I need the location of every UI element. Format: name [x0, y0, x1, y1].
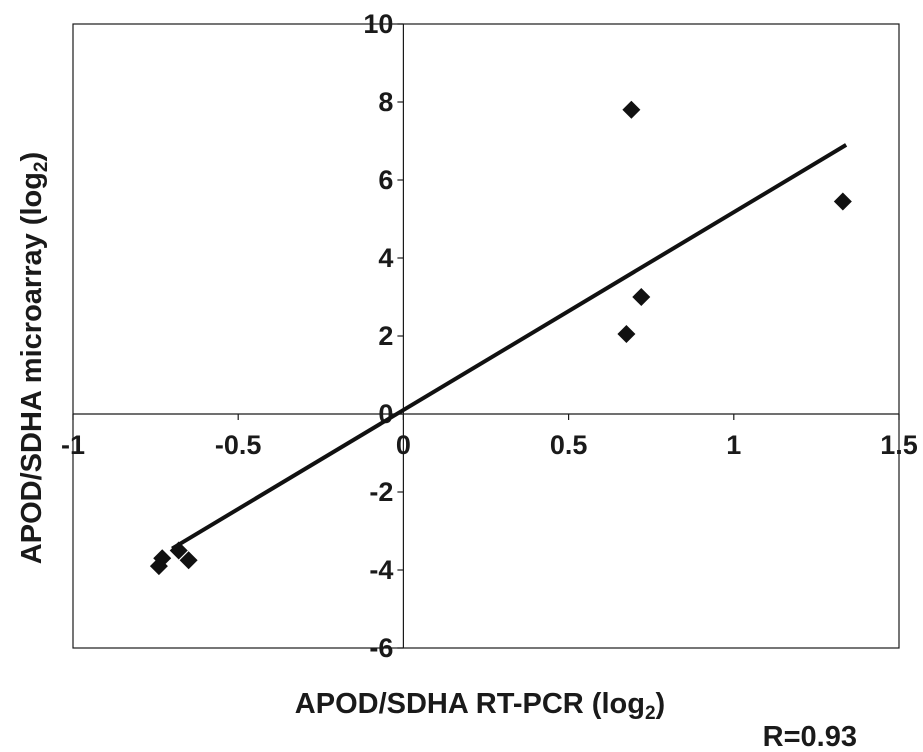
y-axis-title: APOD/SDHA microarray (log2) — [16, 152, 52, 564]
data-point — [617, 325, 636, 344]
data-points — [149, 100, 852, 576]
y-tick-label: -6 — [369, 633, 393, 663]
y-tick-label: 4 — [378, 243, 393, 273]
data-point — [622, 100, 641, 119]
x-tick-label: 1 — [726, 430, 741, 460]
x-tick-label: 0 — [396, 430, 411, 460]
data-point — [833, 192, 852, 211]
y-tick-label: 10 — [363, 9, 393, 39]
data-point — [153, 549, 172, 568]
y-tick-label: -4 — [369, 555, 393, 585]
data-point — [179, 551, 198, 570]
x-tick-label: -1 — [61, 430, 85, 460]
x-tick-label: 0.5 — [550, 430, 588, 460]
x-tick-label: 1.5 — [880, 430, 918, 460]
y-tick-label: 6 — [378, 165, 393, 195]
x-axis-title: APOD/SDHA RT-PCR (log2) — [295, 688, 665, 724]
trendline — [171, 143, 848, 551]
y-tick-label: -2 — [369, 477, 393, 507]
y-tick-label: 8 — [378, 87, 393, 117]
x-tick-label: -0.5 — [215, 430, 262, 460]
data-point — [632, 288, 651, 306]
y-tick-label: 2 — [378, 321, 393, 351]
correlation-annotation: R=0.93 — [763, 721, 857, 752]
x-ticks: -1 -0.5 0 0.5 1 1.5 — [61, 414, 918, 460]
plot-frame — [72, 23, 900, 649]
